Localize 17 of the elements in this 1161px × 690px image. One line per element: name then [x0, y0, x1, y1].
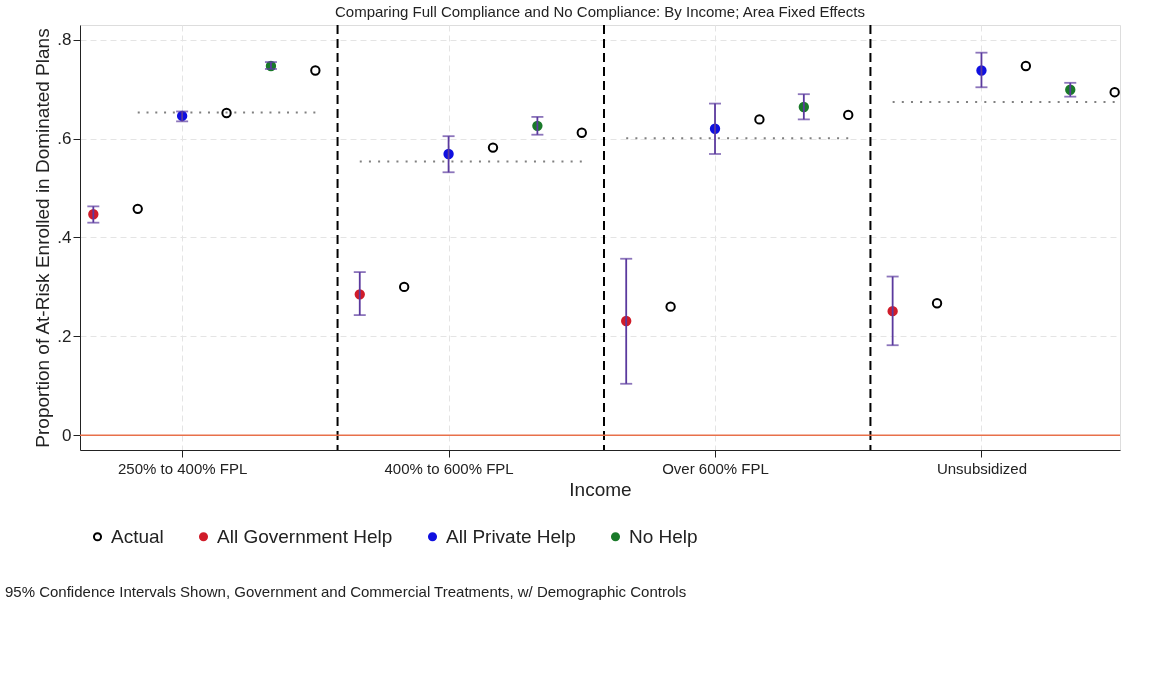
- x-axis-title: Income: [569, 478, 632, 500]
- x-tick-label: 400% to 600% FPL: [384, 459, 514, 477]
- x-tick-label: Over 600% FPL: [662, 459, 769, 477]
- x-tick-label: Unsubsidized: [936, 459, 1027, 477]
- legend-label: All Government Help: [217, 525, 393, 547]
- y-tick-label: .2: [57, 326, 72, 346]
- x-tick-label: 250% to 400% FPL: [118, 459, 248, 477]
- legend-label: Actual: [111, 525, 164, 547]
- y-axis-title: Proportion of At-Risk Enrolled in Dominated Plans: [32, 28, 54, 448]
- chart-title: Comparing Full Compliance and No Compliance: By Income; Area Fixed Effects: [335, 3, 865, 20]
- legend-label: All Private Help: [446, 525, 576, 547]
- y-tick-label: .4: [57, 228, 72, 247]
- y-tick-label: .6: [57, 129, 72, 149]
- text: 95% Confidence Intervals Shown, Government and Commercial Treatments, w/ Demographic Controls: [5, 583, 687, 600]
- legend-label: No Help: [629, 525, 698, 547]
- y-tick-label: 0: [62, 425, 72, 445]
- y-tick-label: .8: [57, 30, 72, 50]
